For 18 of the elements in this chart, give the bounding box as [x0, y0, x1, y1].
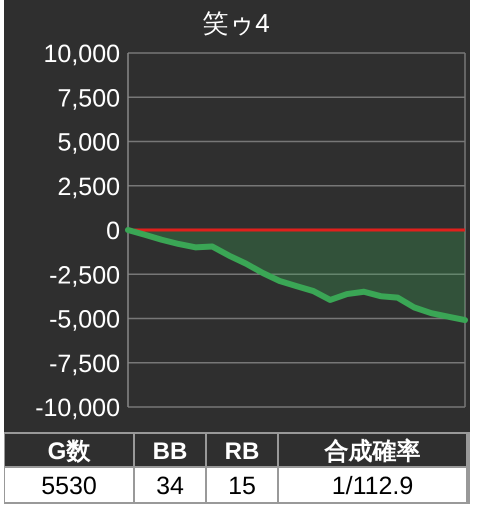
y-tick-label: 10,000: [44, 40, 120, 68]
y-tick-label: 2,500: [57, 172, 120, 201]
text: 15: [228, 472, 256, 500]
y-tick-label: 7,500: [57, 84, 120, 112]
text: 5530: [41, 472, 97, 500]
y-tick-label: -5,000: [49, 306, 120, 334]
y-tick-label: -7,500: [49, 350, 120, 378]
text: RB: [224, 438, 260, 465]
y-tick-label: -2,500: [49, 261, 120, 290]
text: 1/112.9: [332, 472, 414, 500]
text: 合成確率: [324, 438, 420, 465]
y-tick-label: 5,000: [57, 128, 120, 156]
y-tick-label: -10,000: [35, 394, 120, 422]
text: G数: [48, 438, 92, 465]
y-tick-label: 0: [106, 217, 120, 245]
text: 34: [156, 472, 184, 500]
title: 笑ゥ4: [202, 8, 270, 38]
text: BB: [152, 438, 188, 465]
